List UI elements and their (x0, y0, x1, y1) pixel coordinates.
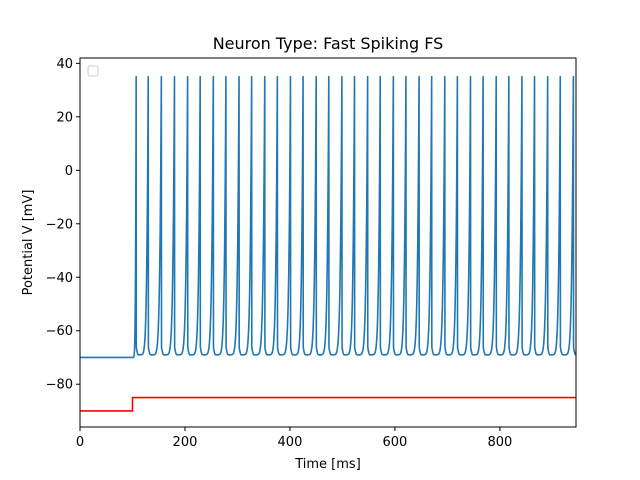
legend-box (87, 65, 99, 77)
y-axis: −80 −60 −40 −20 0 20 40 (46, 57, 80, 393)
input-current-line (80, 396, 576, 412)
y-tick-label: 40 (56, 57, 73, 72)
x-tick-label: 0 (76, 435, 84, 450)
y-tick-label: −40 (46, 271, 73, 286)
x-tick-label: 400 (278, 435, 303, 450)
chart-title: Neuron Type: Fast Spiking FS (213, 34, 444, 53)
y-tick-label: −80 (46, 378, 73, 393)
membrane-potential-line (80, 75, 576, 359)
x-axis-label: Time [ms] (294, 457, 361, 472)
y-tick-label: −60 (46, 324, 73, 339)
x-tick-label: 600 (383, 435, 408, 450)
x-tick-label: 200 (173, 435, 198, 450)
y-tick-label: −20 (46, 217, 73, 232)
y-tick-label: 0 (65, 164, 73, 179)
x-tick-label: 800 (487, 435, 512, 450)
x-axis: 0 200 400 600 800 (76, 427, 512, 450)
y-axis-label: Potential V [mV] (21, 190, 36, 296)
plot-area (80, 75, 576, 412)
y-tick-label: 20 (56, 110, 73, 125)
plot-frame (79, 57, 577, 428)
